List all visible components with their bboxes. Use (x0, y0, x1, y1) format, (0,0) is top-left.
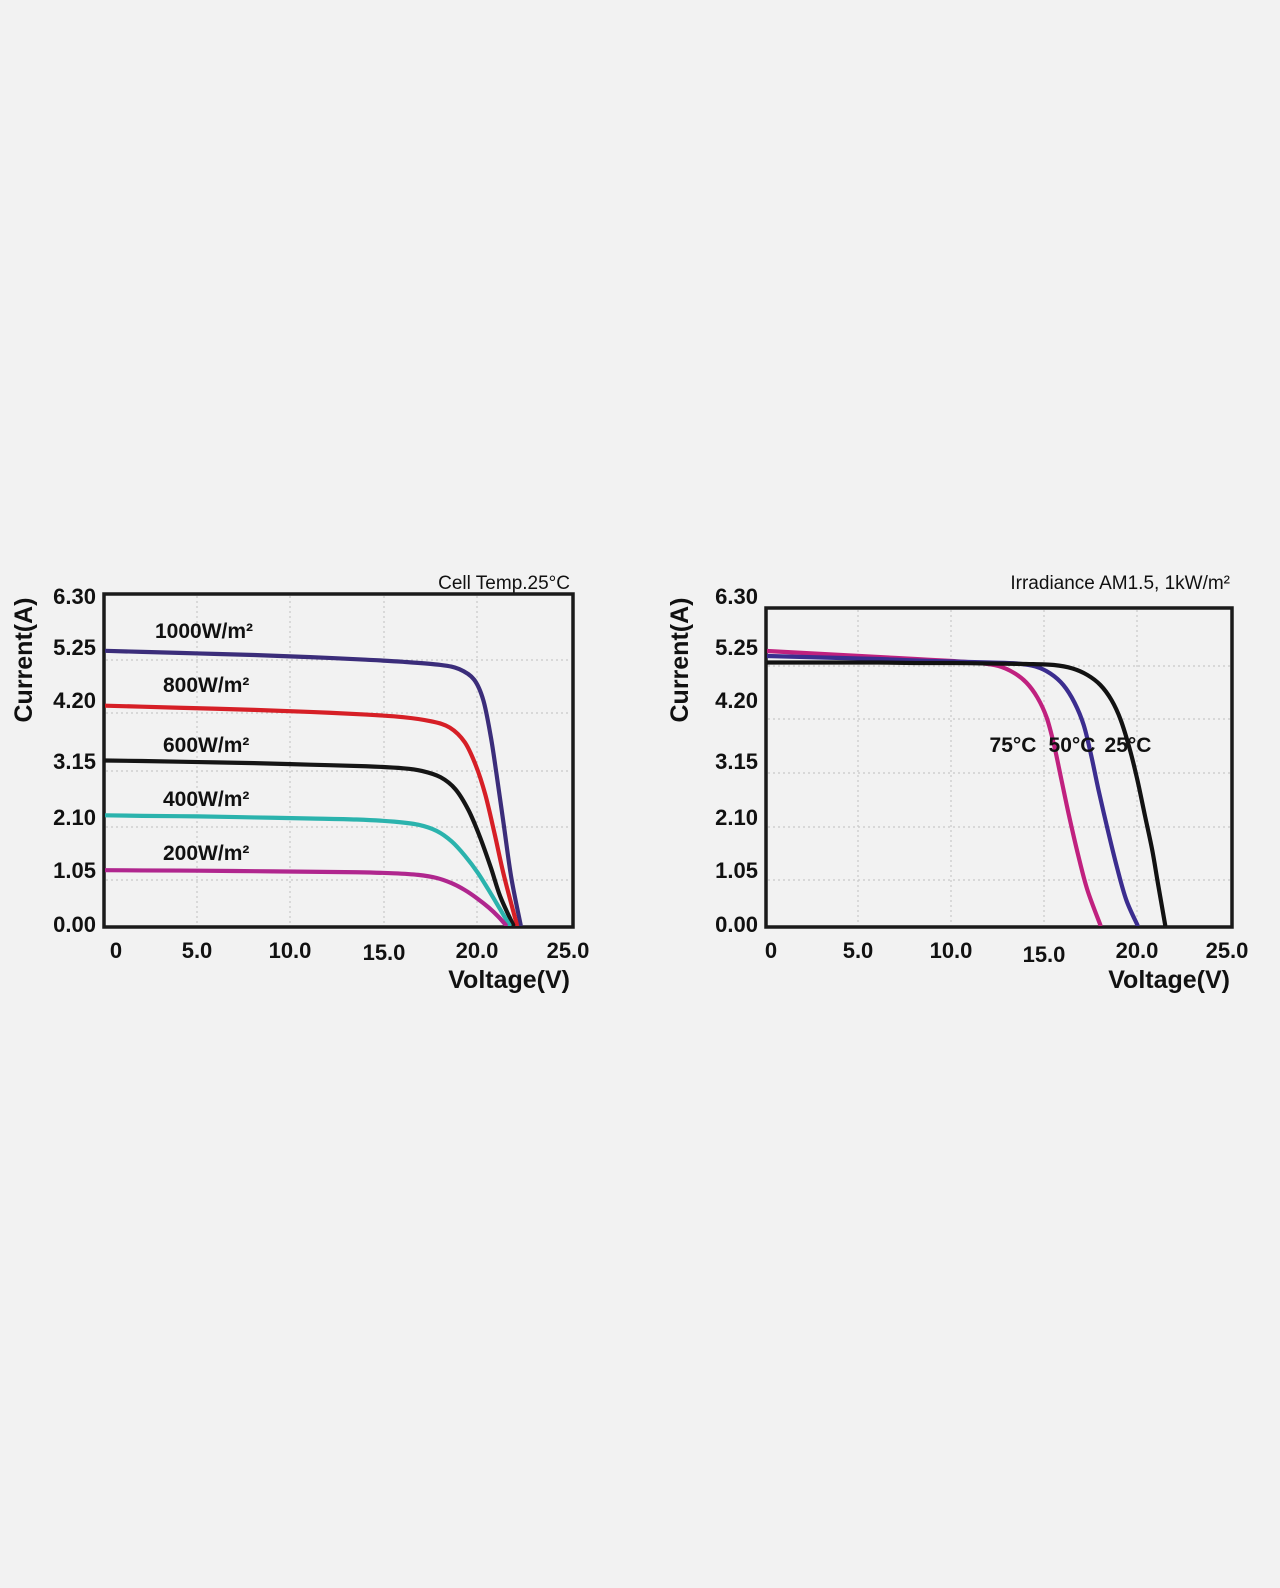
curve-25c (767, 660, 1168, 926)
y-tick-label: 2.10 (53, 805, 96, 830)
y-tick-label: 4.20 (715, 688, 758, 713)
left-chart-x-tick-labels: 0 5.0 10.0 15.0 20.0 25.0 (110, 938, 590, 965)
curve-400 (105, 813, 512, 926)
series-label-600: 600W/m² (163, 734, 249, 757)
y-tick-label: 6.30 (715, 584, 758, 609)
left-chart: Cell Temp.25°C Current(A) 6.30 5.25 4.20… (10, 573, 590, 994)
y-tick-label: 5.25 (53, 635, 96, 660)
x-tick-label: 15.0 (363, 940, 406, 965)
series-label-1000: 1000W/m² (155, 620, 253, 643)
right-chart-temp-labels: 75°C 50°C 25°C (990, 734, 1152, 757)
y-tick-label: 2.10 (715, 805, 758, 830)
x-tick-label: 15.0 (1023, 942, 1066, 967)
series-label-400: 400W/m² (163, 788, 249, 811)
left-chart-curves (105, 648, 523, 926)
right-chart: Irradiance AM1.5, 1kW/m² Current(A) 6.30… (666, 573, 1249, 994)
curve-200 (105, 868, 508, 926)
curve-800 (105, 703, 520, 926)
y-tick-label: 1.05 (715, 858, 758, 883)
temp-label-50c: 50°C (1049, 734, 1096, 757)
right-chart-y-axis-title: Current(A) (666, 598, 694, 723)
y-tick-label: 4.20 (53, 688, 96, 713)
curve-1000 (105, 648, 523, 926)
right-chart-x-tick-labels: 0 5.0 10.0 15.0 20.0 25.0 (765, 938, 1249, 967)
y-tick-label: 0.00 (53, 912, 96, 937)
left-chart-x-axis-title: Voltage(V) (448, 966, 570, 994)
curve-600 (105, 758, 516, 926)
y-tick-label: 5.25 (715, 635, 758, 660)
y-tick-label: 6.30 (53, 584, 96, 609)
temp-label-75c: 75°C (990, 734, 1037, 757)
x-tick-label: 10.0 (269, 938, 312, 963)
x-tick-label: 25.0 (547, 938, 590, 963)
x-tick-label: 10.0 (930, 938, 973, 963)
right-chart-annotation: Irradiance AM1.5, 1kW/m² (1010, 573, 1230, 594)
right-chart-x-axis-title: Voltage(V) (1108, 966, 1230, 994)
x-tick-label: 25.0 (1206, 938, 1249, 963)
series-label-200: 200W/m² (163, 842, 249, 865)
left-chart-y-axis-title: Current(A) (10, 598, 38, 723)
right-chart-gridlines-horizontal (768, 665, 1230, 881)
left-chart-annotation: Cell Temp.25°C (438, 573, 570, 594)
y-tick-label: 0.00 (715, 912, 758, 937)
y-tick-label: 1.05 (53, 858, 96, 883)
x-tick-label: 20.0 (1116, 938, 1159, 963)
curve-50c (767, 653, 1140, 926)
left-chart-series-labels: 1000W/m² 800W/m² 600W/m² 400W/m² 200W/m² (155, 620, 253, 865)
x-tick-label: 5.0 (182, 938, 213, 963)
x-tick-label: 20.0 (456, 938, 499, 963)
temp-label-25c: 25°C (1105, 734, 1152, 757)
y-tick-label: 3.15 (53, 749, 96, 774)
right-chart-y-tick-labels: 6.30 5.25 4.20 3.15 2.10 1.05 0.00 (715, 584, 758, 937)
right-chart-curves (767, 648, 1168, 926)
left-chart-y-tick-labels: 6.30 5.25 4.20 3.15 2.10 1.05 0.00 (53, 584, 96, 937)
x-tick-label: 0 (110, 938, 122, 963)
x-tick-label: 0 (765, 938, 777, 963)
x-tick-label: 5.0 (843, 938, 874, 963)
y-tick-label: 3.15 (715, 749, 758, 774)
series-label-800: 800W/m² (163, 674, 249, 697)
